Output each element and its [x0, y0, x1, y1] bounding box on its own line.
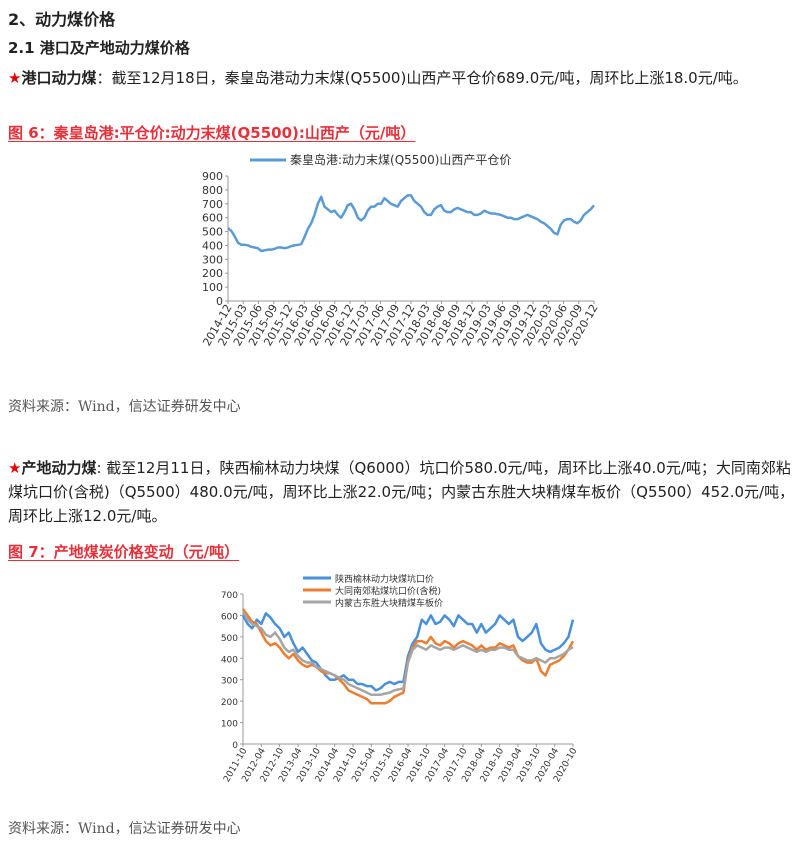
y-tick-label: 500: [202, 226, 223, 239]
figure-6-title: 图 6：秦皇岛港:平仓价:动力末煤(Q5500):山西产（元/吨）: [8, 124, 416, 142]
star-icon: ★: [8, 459, 22, 477]
section-heading: 2、动力煤价格: [8, 10, 116, 29]
legend-label: 内蒙古东胜大块精煤车板价: [335, 597, 443, 609]
y-tick-label: 100: [221, 720, 238, 730]
y-tick-label: 600: [221, 612, 238, 622]
y-tick-label: 700: [202, 198, 223, 211]
chart-qinhuangdao-price: 01002003004005006007008009002014-122015-…: [200, 152, 600, 348]
y-tick-label: 900: [202, 170, 223, 183]
legend-label: 大同南郊粘煤坑口价(含税): [335, 585, 441, 597]
y-tick-label: 0: [216, 295, 223, 308]
y-tick-label: 800: [202, 184, 223, 197]
origin-coal-lead: 产地动力煤: [21, 459, 97, 477]
y-tick-label: 200: [221, 698, 238, 708]
figure-6-source: 资料来源：Wind，信达证券研发中心: [8, 399, 241, 415]
subsection-heading: 2.1 港口及产地动力煤价格: [8, 39, 190, 57]
y-tick-label: 100: [202, 281, 223, 294]
y-tick-label: 700: [221, 591, 238, 601]
y-tick-label: 300: [221, 677, 238, 687]
chart-origin-coal-prices: 01002003004005006007002011-102012-042012…: [221, 573, 580, 784]
series-line: [241, 612, 575, 692]
series-line: [241, 610, 574, 696]
figure-7-source: 资料来源：Wind，信达证券研发中心: [8, 821, 241, 837]
y-tick-label: 400: [202, 239, 223, 252]
legend-label: 陕西榆林动力块煤坑口价: [335, 573, 434, 585]
figure-7-title: 图 7：产地煤炭价格变动（元/吨）: [8, 543, 240, 561]
series-line: [227, 194, 595, 253]
y-tick-label: 500: [221, 634, 238, 644]
y-tick-label: 400: [221, 655, 238, 665]
y-tick-label: 200: [202, 267, 223, 280]
origin-coal-paragraph: ★产地动力煤: 截至12月11日，陕西榆林动力块煤（Q6000）坑口价580.0…: [8, 456, 804, 528]
star-icon: ★: [8, 69, 22, 87]
y-tick-label: 600: [202, 212, 223, 225]
port-coal-text: ：截至12月18日，秦皇岛港动力末煤(Q5500)山西产平仓价689.0元/吨，…: [96, 69, 748, 87]
origin-coal-text: : 截至12月11日，陕西榆林动力块煤（Q6000）坑口价580.0元/吨，周环…: [8, 459, 795, 525]
y-tick-label: 300: [202, 253, 223, 266]
y-tick-label: 0: [232, 741, 238, 751]
port-coal-paragraph: ★港口动力煤：截至12月18日，秦皇岛港动力末煤(Q5500)山西产平仓价689…: [8, 66, 804, 90]
legend-label: 秦皇岛港:动力末煤(Q5500)山西产平仓价: [290, 152, 511, 167]
port-coal-lead: 港口动力煤: [21, 69, 97, 87]
